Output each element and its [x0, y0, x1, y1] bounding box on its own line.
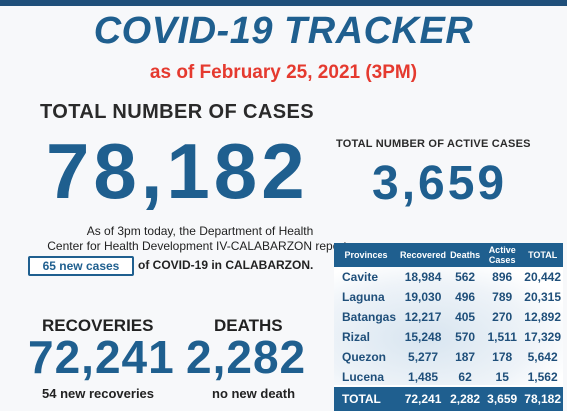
- deaths-label: DEATHS: [214, 316, 283, 335]
- table-row: Cavite 18,984 562 896 20,442: [334, 267, 563, 287]
- cell-province: Batangas: [342, 310, 397, 324]
- table-row: Rizal 15,248 570 1,511 17,329: [334, 327, 563, 347]
- total-cases-value: 78,182: [46, 127, 309, 215]
- active-cases-label: TOTAL NUMBER OF ACTIVE CASES: [336, 138, 531, 150]
- total-recovered: 72,241: [404, 392, 442, 406]
- table-row: Batangas 12,217 405 270 12,892: [334, 307, 563, 327]
- cell-deaths: 562: [455, 270, 476, 284]
- cell-recovered: 18,984: [404, 270, 442, 284]
- cell-deaths: 187: [455, 350, 476, 364]
- recoveries-value: 72,241: [28, 331, 175, 383]
- col-header-total: TOTAL: [528, 250, 558, 260]
- cell-active: 896: [492, 270, 513, 284]
- cell-active: 15: [495, 370, 509, 384]
- total-cases-label: TOTAL NUMBER OF CASES: [40, 101, 314, 123]
- region-map-background: [334, 267, 563, 385]
- province-table: Provinces Recovered Deaths Active Cases …: [334, 243, 563, 411]
- total-cases: 78,182: [524, 392, 561, 406]
- cell-province: Laguna: [342, 290, 385, 304]
- cell-total: 1,562: [527, 370, 558, 384]
- cell-recovered: 12,217: [404, 310, 442, 324]
- cell-recovered: 5,277: [408, 350, 439, 364]
- cell-total: 20,442: [524, 270, 561, 284]
- cell-active: 270: [492, 310, 513, 324]
- recoveries-sub: 54 new recoveries: [42, 386, 155, 401]
- cell-active: 178: [492, 350, 513, 364]
- cell-province: Quezon: [342, 350, 386, 364]
- cell-province: Lucena: [342, 370, 385, 384]
- cell-recovered: 1,485: [408, 370, 439, 384]
- col-header-recovered: Recovered: [400, 250, 447, 260]
- deaths-sub: no new death: [212, 386, 296, 401]
- deaths-value: 2,282: [186, 331, 307, 383]
- cell-deaths: 405: [455, 310, 476, 324]
- table-row: Quezon 5,277 187 178 5,642: [334, 347, 563, 367]
- cell-deaths: 496: [455, 290, 476, 304]
- table-row: Lucena 1,485 62 15 1,562: [334, 367, 563, 387]
- cell-province: Cavite: [342, 270, 379, 284]
- new-cases-badge: 65 new cases: [28, 256, 134, 276]
- province-table-panel: Provinces Recovered Deaths Active Cases …: [334, 243, 563, 411]
- total-deaths: 2,282: [450, 392, 481, 406]
- col-header-active: Active Cases: [488, 245, 516, 265]
- active-cases-value: 3,659: [372, 157, 508, 210]
- cell-recovered: 15,248: [404, 330, 442, 344]
- page-title: COVID-19 TRACKER: [93, 10, 474, 52]
- cell-deaths: 570: [455, 330, 476, 344]
- report-text-line2: Center for Health Development IV-CALABAR…: [47, 239, 353, 253]
- cell-total: 12,892: [524, 310, 561, 324]
- col-header-provinces: Provinces: [344, 250, 388, 260]
- report-date: as of February 25, 2021 (3PM): [149, 62, 418, 83]
- recoveries-label: RECOVERIES: [42, 316, 154, 335]
- cell-active: 789: [492, 290, 513, 304]
- table-row: Laguna 19,030 496 789 20,315: [334, 287, 563, 307]
- table-header-row: Provinces Recovered Deaths Active Cases …: [334, 243, 563, 267]
- cell-total: 17,329: [524, 330, 561, 344]
- report-text-suffix: of COVID-19 in CALABARZON.: [138, 258, 314, 272]
- total-row-label: TOTAL: [342, 392, 381, 406]
- col-header-deaths: Deaths: [450, 250, 481, 260]
- cell-deaths: 62: [458, 370, 472, 384]
- cell-province: Rizal: [342, 330, 371, 344]
- table-total-row: TOTAL 72,241 2,282 3,659 78,182: [334, 387, 563, 411]
- total-active: 3,659: [487, 392, 518, 406]
- report-text-line1: As of 3pm today, the Department of Healt…: [86, 224, 314, 238]
- cell-total: 5,642: [527, 350, 558, 364]
- cell-recovered: 19,030: [404, 290, 442, 304]
- cell-active: 1,511: [487, 330, 517, 344]
- top-bar: [0, 0, 567, 6]
- cell-total: 20,315: [524, 290, 561, 304]
